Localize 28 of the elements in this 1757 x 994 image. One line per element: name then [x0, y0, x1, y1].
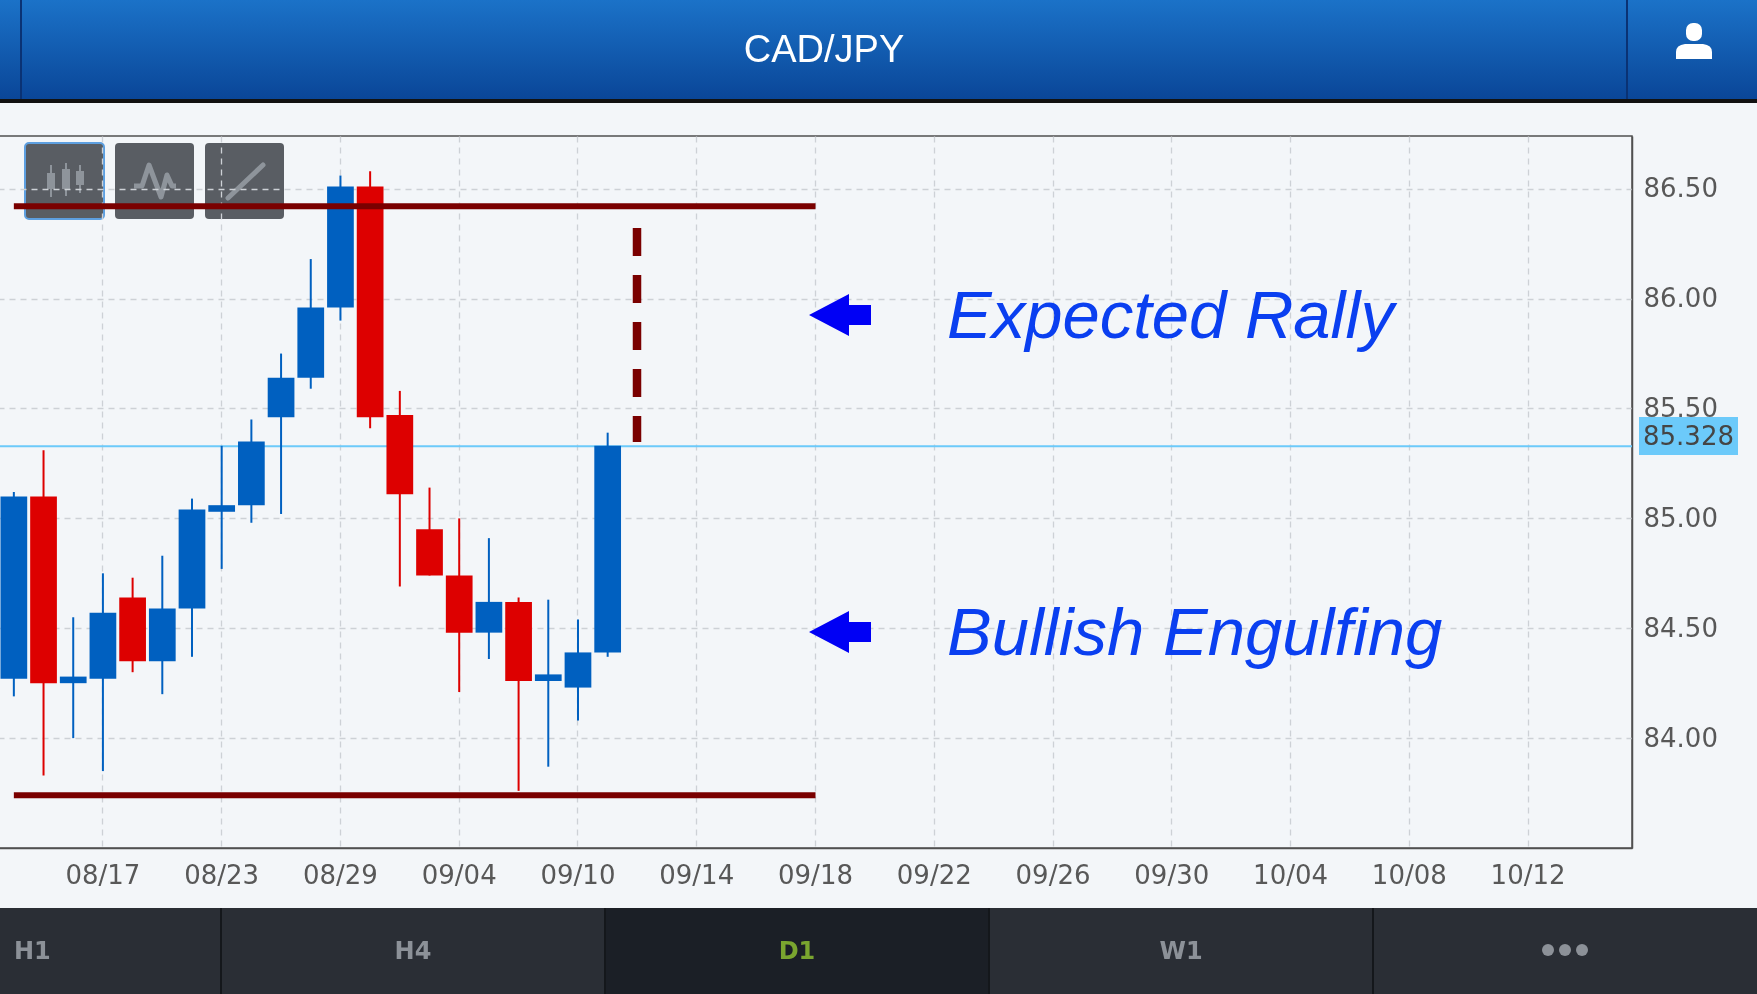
chart-title: CAD/JPY — [742, 27, 906, 72]
text: W1 — [988, 908, 1372, 994]
y-tick-label: 86.50 — [1643, 173, 1718, 204]
x-tick-label: 08/17 — [65, 859, 141, 890]
x-tick-label: 09/14 — [659, 859, 735, 890]
ref-line-label: 85.328 — [1639, 417, 1738, 456]
x-tick-label: 09/30 — [1134, 859, 1210, 890]
x-tick-label: 09/10 — [540, 859, 616, 890]
text: H4 — [220, 908, 604, 994]
y-tick-label: 84.00 — [1643, 722, 1718, 753]
text: D1 — [604, 908, 988, 994]
x-tick-label: 08/23 — [184, 859, 260, 890]
y-tick-label: 84.50 — [1643, 612, 1718, 643]
candlestick — [208, 444, 236, 570]
annotation: Bullish Engulfing — [947, 593, 1443, 671]
text: H1 — [13, 936, 52, 967]
x-tick-label: 08/29 — [302, 859, 378, 890]
candlestick — [534, 598, 562, 768]
x-tick-label: 10/12 — [1490, 859, 1566, 890]
x-tick-label: 09/26 — [1015, 859, 1091, 890]
x-tick-label: 09/04 — [421, 859, 497, 890]
x-tick-label: 10/08 — [1371, 859, 1447, 890]
x-tick-label: 10/04 — [1253, 859, 1329, 890]
y-tick-label: 86.00 — [1643, 283, 1718, 314]
x-tick-label: 09/22 — [896, 859, 972, 890]
x-tick-label: 09/18 — [778, 859, 853, 890]
y-tick-label: 85.00 — [1643, 502, 1718, 533]
candlestick — [59, 616, 87, 740]
